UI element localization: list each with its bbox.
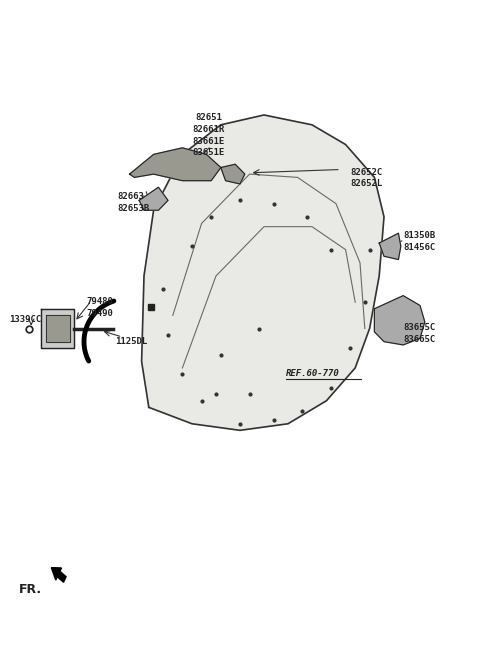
Text: REF.60-770: REF.60-770 [286,369,339,378]
Polygon shape [130,148,221,181]
Text: 79480: 79480 [86,297,113,306]
Text: 81456C: 81456C [403,243,435,252]
Polygon shape [374,296,425,345]
Text: 82663: 82663 [118,192,144,201]
Text: 1339CC: 1339CC [10,315,42,325]
Text: 82651: 82651 [195,113,222,122]
Polygon shape [41,309,74,348]
Polygon shape [139,187,168,210]
Text: 81350B: 81350B [403,231,435,240]
FancyArrow shape [51,568,66,582]
Text: 83655C: 83655C [403,323,435,332]
Text: 83665C: 83665C [403,335,435,344]
Polygon shape [46,315,70,342]
Text: 82653B: 82653B [118,204,150,213]
Text: 82661R: 82661R [192,125,225,134]
Text: 82652C: 82652C [350,168,383,177]
Text: 83651E: 83651E [192,148,225,158]
Polygon shape [221,164,245,184]
Text: 82652L: 82652L [350,179,383,189]
Polygon shape [142,115,384,430]
Text: 83661E: 83661E [192,137,225,146]
Text: FR.: FR. [19,583,42,596]
Text: 1125DL: 1125DL [115,337,147,346]
Text: 79490: 79490 [86,309,113,318]
Polygon shape [379,233,401,260]
